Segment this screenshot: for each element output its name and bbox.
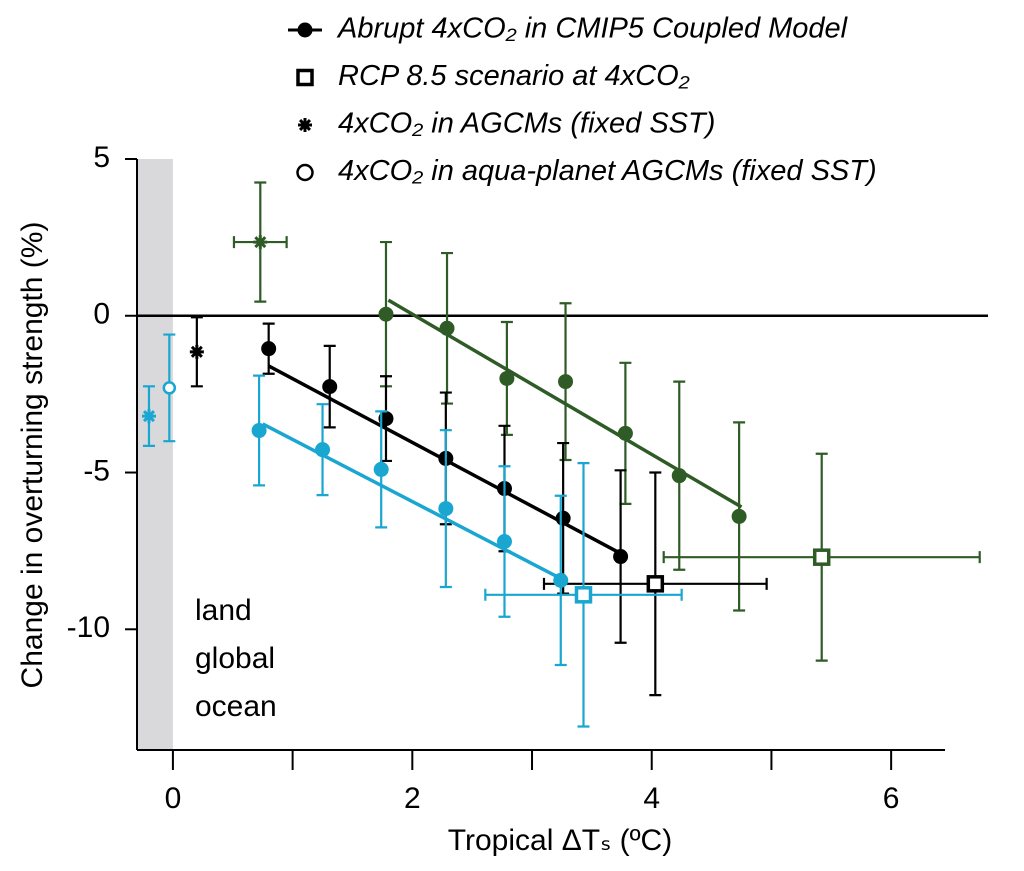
y-tick-label: 0 xyxy=(93,298,110,331)
marker xyxy=(617,425,633,441)
marker xyxy=(574,586,593,604)
marker xyxy=(378,306,394,322)
x-axis-label: Tropical ΔTₛ (ºC) xyxy=(448,824,672,857)
marker xyxy=(251,423,267,439)
group-label: land xyxy=(195,594,252,627)
marker xyxy=(322,379,338,395)
marker xyxy=(141,409,156,424)
legend-marker xyxy=(296,68,314,87)
legend-marker xyxy=(298,118,312,132)
marker xyxy=(438,501,454,517)
legend-label: 4xCO₂ in AGCMs (fixed SST) xyxy=(338,108,715,140)
x-tick-label: 6 xyxy=(883,782,900,815)
marker xyxy=(315,442,331,458)
marker xyxy=(253,235,268,250)
marker xyxy=(162,381,177,395)
marker xyxy=(553,572,569,588)
marker xyxy=(812,548,831,566)
x-tick-label: 2 xyxy=(404,782,421,815)
y-tick-label: -5 xyxy=(83,454,110,487)
legend-label: Abrupt 4xCO₂ in CMIP5 Coupled Model xyxy=(336,13,849,45)
x-tick-label: 0 xyxy=(165,782,182,815)
group-label: global xyxy=(195,642,275,675)
marker xyxy=(189,344,204,359)
x-tick-label: 4 xyxy=(643,782,660,815)
group-label: ocean xyxy=(195,690,277,723)
shaded-band xyxy=(137,159,173,750)
marker xyxy=(613,549,629,565)
legend-marker xyxy=(296,163,314,182)
marker xyxy=(496,534,512,550)
marker xyxy=(373,461,389,477)
y-axis-label: Change in overturning strength (%) xyxy=(16,222,49,689)
legend-marker xyxy=(297,22,313,38)
marker xyxy=(731,508,747,524)
legend-label: RCP 8.5 scenario at 4xCO₂ xyxy=(338,60,690,92)
marker xyxy=(555,510,571,526)
legend-label: 4xCO₂ in aqua-planet AGCMs (fixed SST) xyxy=(338,155,877,187)
marker xyxy=(671,468,687,484)
y-tick-label: -10 xyxy=(67,611,110,644)
y-tick-label: 5 xyxy=(93,141,110,174)
marker xyxy=(499,370,515,386)
marker xyxy=(439,320,455,336)
marker xyxy=(261,341,277,357)
fit-line xyxy=(261,422,563,581)
marker xyxy=(558,374,574,390)
marker xyxy=(646,575,665,593)
